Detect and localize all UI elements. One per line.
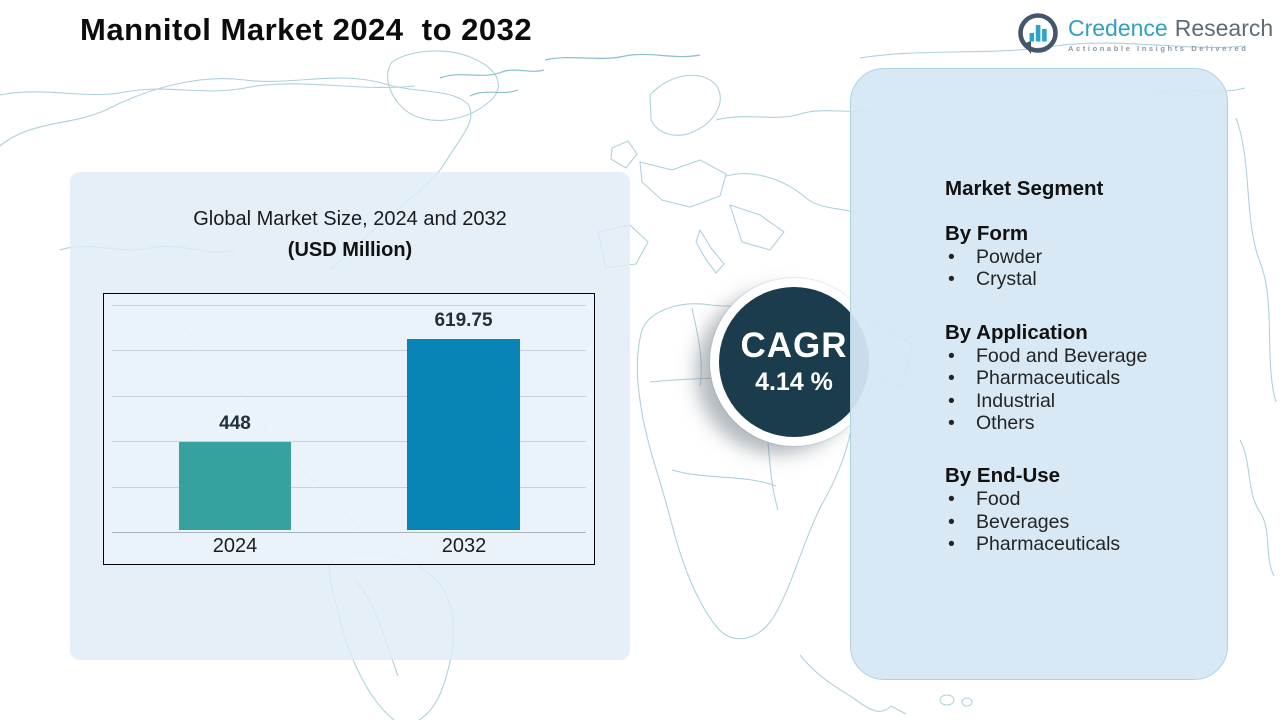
gridline: [112, 350, 586, 352]
brand-logo: Credence Research Actionable Insights De…: [1016, 12, 1273, 58]
x-axis-line: [112, 532, 586, 533]
list-item: Beverages: [945, 511, 1207, 534]
logo-tagline: Actionable Insights Delivered: [1068, 44, 1249, 53]
x-axis-label-2024: 2024: [212, 535, 258, 557]
bar-chart: 448 619.75 2024 2032: [103, 293, 595, 565]
segment-group-by-application: By Application Food and Beverage Pharmac…: [945, 321, 1207, 435]
segment-group-by-end-use: By End-Use Food Beverages Pharmaceutical…: [945, 464, 1207, 556]
segment-group-title: By Application: [945, 320, 1088, 344]
cagr-label: CAGR: [740, 326, 848, 365]
list-item: Food and Beverage: [945, 345, 1207, 368]
logo-brand-secondary: Research: [1174, 15, 1274, 41]
list-item: Industrial: [945, 390, 1207, 413]
list-item: Crystal: [945, 268, 1207, 291]
segment-list: Food and Beverage Pharmaceuticals Indust…: [945, 345, 1207, 435]
market-segment-panel: Market Segment By Form Powder Crystal By…: [850, 68, 1228, 680]
chart-panel: Global Market Size, 2024 and 2032 (USD M…: [70, 172, 630, 660]
segment-list: Powder Crystal: [945, 246, 1207, 291]
list-item: Others: [945, 412, 1207, 435]
gridline: [112, 441, 586, 443]
logo-text: Credence Research Actionable Insights De…: [1068, 12, 1273, 53]
gridline: [112, 486, 586, 488]
gridline: [112, 305, 586, 306]
bar-2032: 619.75: [407, 310, 520, 530]
gridline: [112, 395, 586, 397]
page-title: Mannitol Market 2024 to 2032: [80, 12, 533, 47]
segment-list: Food Beverages Pharmaceuticals: [945, 488, 1207, 556]
segment-group-title: By End-Use: [945, 464, 1061, 488]
cagr-value: 4.14 %: [755, 368, 833, 396]
segment-heading: Market Segment: [945, 177, 1104, 200]
credence-research-logo-icon: [1018, 13, 1058, 54]
bar-2024: 448: [179, 413, 291, 530]
bar-2024-value-label: 448: [219, 412, 251, 434]
list-item: Pharmaceuticals: [945, 367, 1207, 390]
logo-brand-primary: Credence: [1068, 15, 1168, 41]
chart-subtitle: (USD Million): [287, 239, 413, 261]
logo-name: Credence Research: [1068, 15, 1273, 41]
segment-group-title: By Form: [945, 222, 1029, 245]
x-axis-label-2032: 2032: [441, 535, 487, 557]
bar-2032-value-label: 619.75: [434, 310, 493, 331]
segment-group-by-form: By Form Powder Crystal: [945, 222, 1207, 291]
list-item: Powder: [945, 246, 1207, 269]
list-item: Pharmaceuticals: [945, 533, 1207, 556]
list-item: Food: [945, 488, 1207, 511]
chart-title: Global Market Size, 2024 and 2032: [193, 208, 507, 230]
